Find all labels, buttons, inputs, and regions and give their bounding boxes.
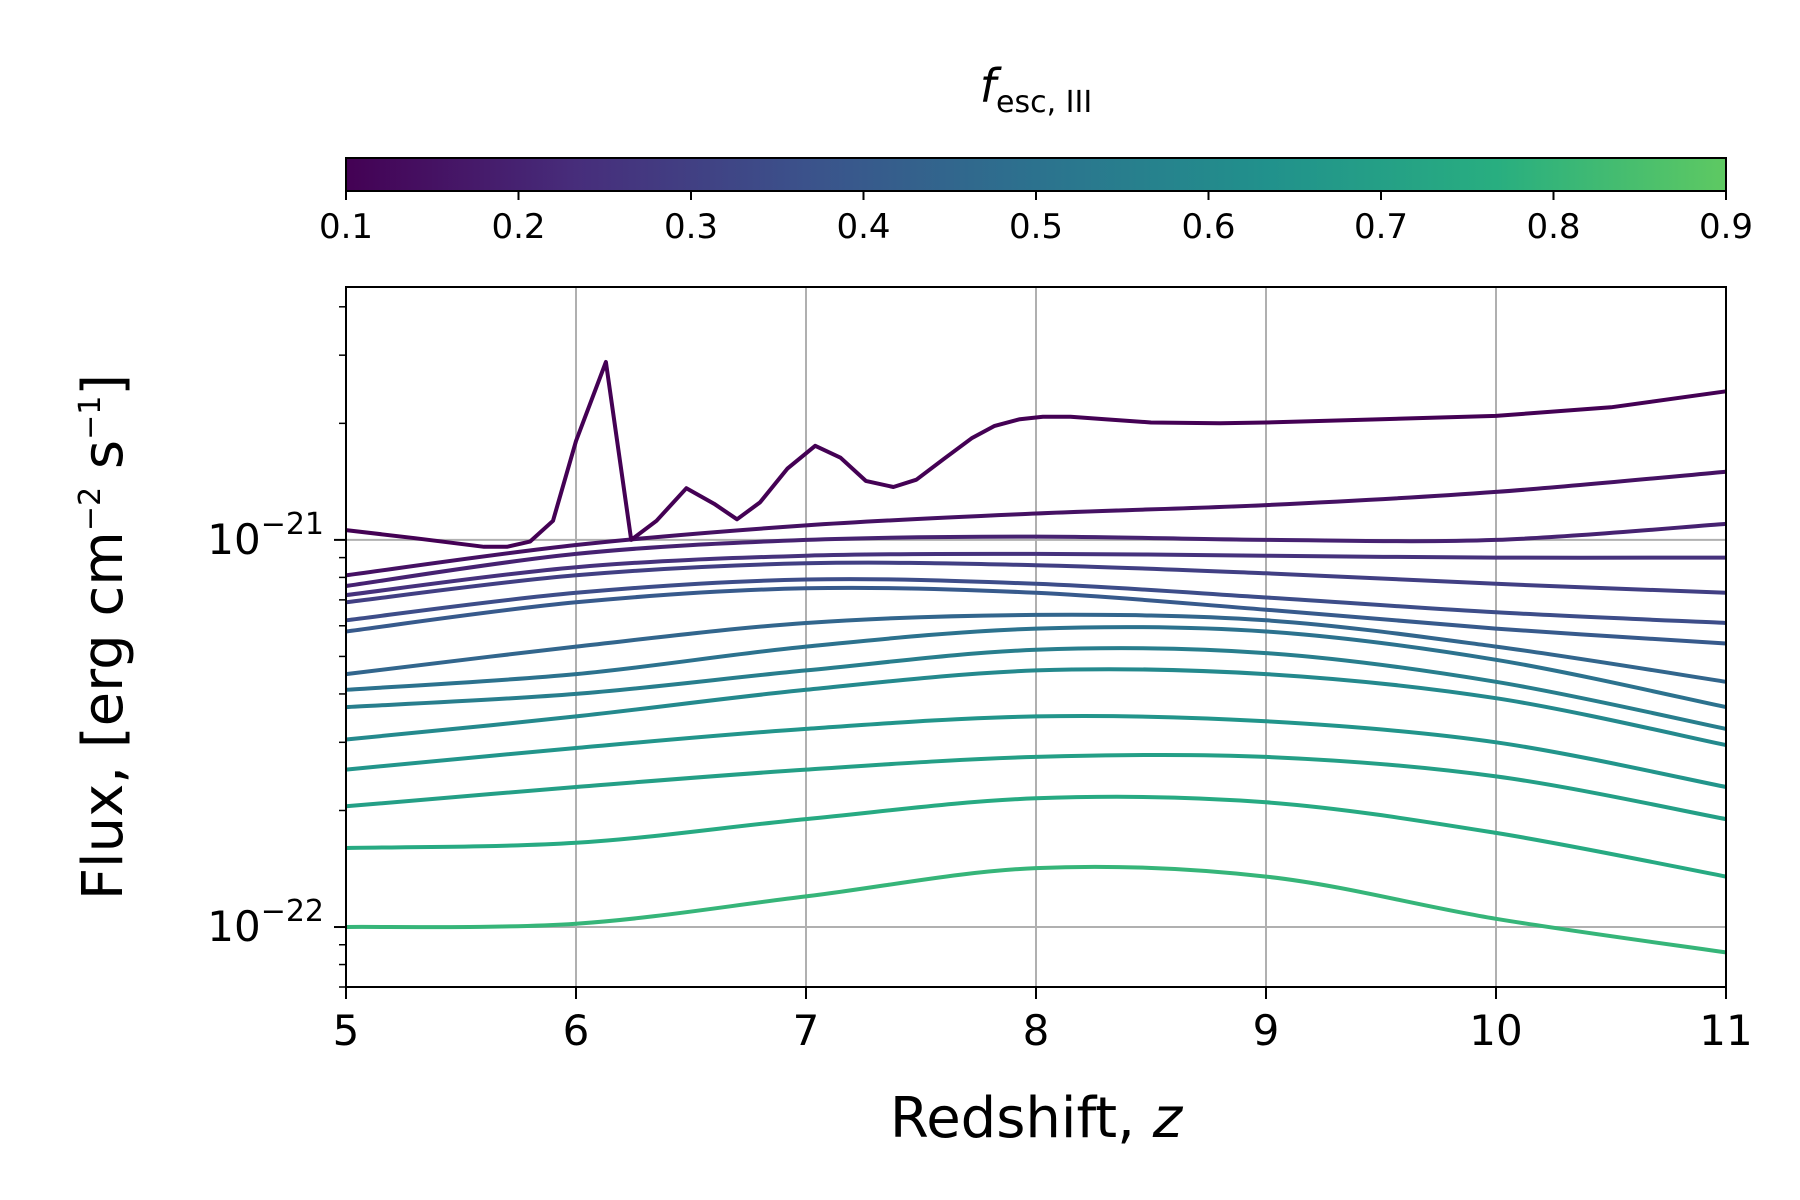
y-axis-label: Flux, [erg cm−2 s−1] [71,374,136,900]
colorbar-tick-label: 0.2 [491,207,545,247]
series-line [345,551,1727,598]
series-line [345,560,1727,605]
colorbar-tick-label: 0.7 [1354,207,1408,247]
series-line [345,752,1727,822]
x-axis-ticks: 5 6 7 8 9 10 11 [333,987,1753,1055]
series-lines [345,360,1727,955]
grid [345,287,1727,987]
y-axis-ticks: 10−21 10−22 [207,306,346,988]
series-line [345,667,1727,748]
series-line [345,625,1727,710]
y-axis-label-mid: s [71,440,136,487]
colorbar-label: fesc, III [980,59,1092,120]
colorbar-tick-label: 0.1 [319,207,373,247]
colorbar-ticks: 0.1 0.2 0.3 0.4 0.5 0.6 0.7 0.8 0.9 [319,191,1753,247]
series-line [345,469,1727,578]
series-line [345,794,1727,879]
plot-area: 5 6 7 8 9 10 11 10−21 10−22 [207,286,1753,1055]
x-axis-label-text: Redshift, [890,1086,1153,1151]
colorbar-label-subscript: esc, III [996,85,1092,120]
y-axis-label-prefix: Flux, [erg cm [71,531,136,900]
x-tick-label: 9 [1253,1006,1280,1055]
x-tick-label: 10 [1469,1006,1522,1055]
series-line [345,646,1727,731]
x-tick-label: 8 [1023,1006,1050,1055]
colorbar-tick-label: 0.4 [836,207,890,247]
x-tick-label: 5 [333,1006,360,1055]
colorbar-tick-label: 0.3 [664,207,718,247]
x-tick-label: 11 [1699,1006,1752,1055]
series-line [345,864,1727,955]
series-line [345,577,1727,625]
y-tick-label: 10−21 [207,507,324,564]
x-axis-label: Redshift, z [890,1086,1184,1151]
series-line [345,714,1727,789]
series-line [345,612,1727,684]
colorbar-gradient [345,157,1727,192]
colorbar-tick-label: 0.6 [1181,207,1235,247]
y-axis-label-suffix: ] [71,374,136,396]
x-axis-label-var: z [1152,1086,1184,1151]
colorbar-tick-label: 0.9 [1699,207,1753,247]
y-axis-label-exp2: −1 [73,396,108,440]
colorbar: 0.1 0.2 0.3 0.4 0.5 0.6 0.7 0.8 0.9 fesc, III [319,59,1753,247]
y-axis-label-exp1: −2 [73,487,108,531]
series-line [345,585,1727,646]
y-tick-label: 10−22 [207,894,324,951]
colorbar-tick-label: 0.5 [1009,207,1063,247]
series-line [345,521,1727,588]
colorbar-tick-label: 0.8 [1526,207,1580,247]
x-tick-label: 6 [563,1006,590,1055]
x-tick-label: 7 [793,1006,820,1055]
series-line [345,360,1727,549]
